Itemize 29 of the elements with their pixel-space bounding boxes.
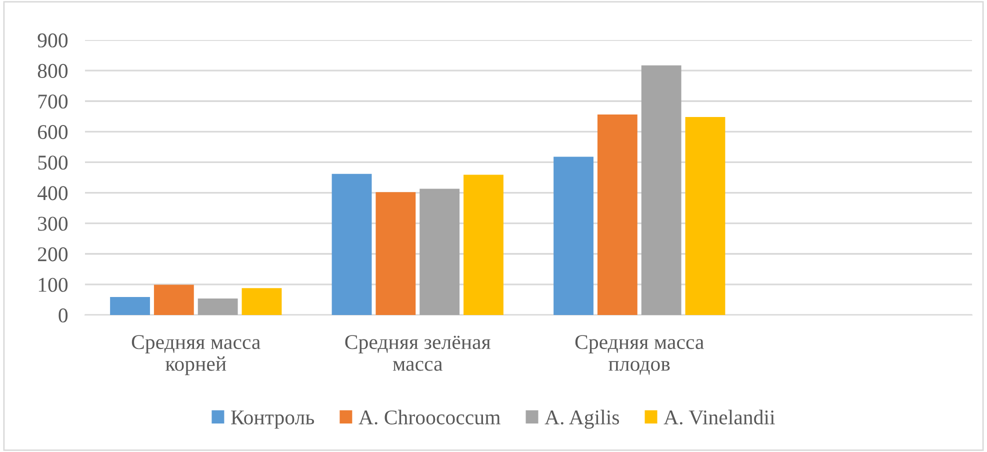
bar	[554, 156, 594, 315]
y-tick-label: 100	[38, 278, 68, 292]
bar	[597, 114, 638, 315]
y-tick-label: 700	[38, 94, 68, 109]
bar	[198, 298, 238, 315]
y-tick-label: 900	[38, 33, 68, 48]
bar	[332, 174, 372, 315]
legend-label: A. Chroococcum	[358, 410, 500, 425]
bar	[420, 188, 460, 315]
bar	[685, 117, 726, 315]
bar	[641, 65, 682, 315]
x-tick-label: Средняя зелёная масса	[345, 335, 490, 371]
y-tick-label: 500	[38, 156, 68, 170]
bar	[376, 192, 416, 315]
legend-label: Контроль	[231, 410, 314, 429]
legend-label: A. Vinelandii	[664, 410, 775, 425]
y-tick-label: 0	[58, 308, 68, 322]
bar	[110, 296, 150, 315]
y-tick-label: 400	[37, 186, 68, 200]
x-tick-label: Средняя масса корней	[132, 335, 260, 376]
legend-label: A. Agilis	[544, 410, 620, 429]
y-tick-label: 200	[38, 247, 68, 262]
bar	[242, 288, 282, 315]
y-tick-label: 800	[38, 64, 68, 78]
y-tick-label: 600	[38, 125, 68, 140]
bar	[464, 174, 504, 315]
y-tick-label: 300	[38, 216, 68, 231]
bar	[154, 284, 194, 315]
x-tick-label: Средняя масса плодов	[575, 335, 704, 375]
